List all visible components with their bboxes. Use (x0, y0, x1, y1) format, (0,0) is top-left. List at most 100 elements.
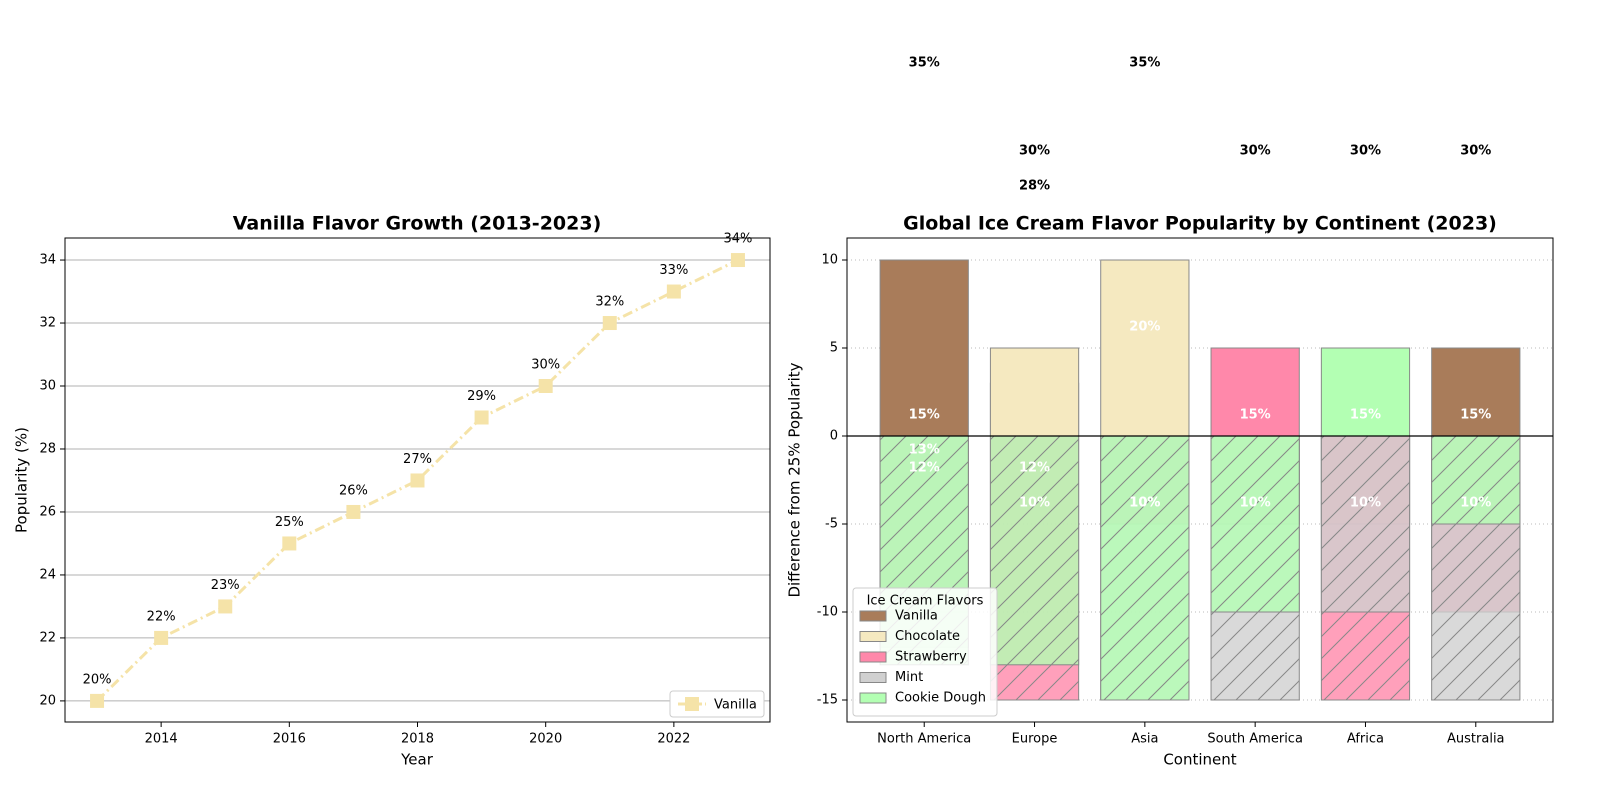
data-point (282, 536, 297, 551)
data-label: 29% (467, 389, 496, 404)
y-tick-label: 10 (821, 253, 838, 268)
bar (989, 347, 1080, 437)
data-point (346, 504, 361, 519)
y-tick-label: 20 (39, 693, 56, 708)
data-label: 30% (1019, 144, 1050, 159)
y-tick-label: 5 (830, 341, 838, 356)
x-tick-label: 2020 (529, 732, 562, 747)
data-label: 10% (1129, 496, 1160, 511)
data-label: 23% (211, 578, 240, 593)
y-tick-label: -10 (817, 605, 838, 620)
data-label: 15% (1350, 408, 1381, 423)
data-label: 25% (1019, 232, 1050, 247)
data-label: 12% (909, 460, 940, 475)
data-label: 32% (595, 295, 624, 310)
data-label: 20% (1129, 320, 1160, 335)
data-label: 30% (1350, 144, 1381, 159)
x-tick-label: 2018 (401, 732, 434, 747)
bar-hatch (1321, 436, 1410, 612)
chart-title: Vanilla Flavor Growth (2013-2023) (233, 213, 602, 235)
x-tick-label: 2014 (145, 732, 178, 747)
axes-frame (846, 237, 1554, 723)
data-label: 20% (1240, 320, 1271, 335)
data-label: 10% (1129, 496, 1160, 511)
y-tick-label: 30 (39, 379, 56, 394)
legend-swatch (859, 651, 887, 663)
legend-label: Vanilla (895, 609, 938, 624)
bar (1320, 347, 1411, 437)
x-tick-label: Australia (1447, 732, 1505, 747)
x-tick-label: Africa (1347, 732, 1384, 747)
x-tick-label: South America (1207, 732, 1303, 747)
data-label: 25% (909, 232, 940, 247)
data-label: 25% (1240, 232, 1271, 247)
data-label: 25% (1460, 232, 1491, 247)
data-label: 30% (1460, 144, 1491, 159)
y-tick-label: 32 (39, 316, 56, 331)
y-tick-label: 34 (39, 253, 56, 268)
data-label: 30% (1240, 144, 1271, 159)
data-point (730, 253, 745, 268)
x-tick-label: 2016 (273, 732, 306, 747)
y-tick-label: -15 (817, 693, 838, 708)
data-label: 20% (1350, 320, 1381, 335)
bar-hatch (1100, 436, 1189, 700)
y-tick-label: 0 (830, 429, 838, 444)
legend-title: Ice Cream Flavors (867, 594, 984, 609)
legend-label: Chocolate (895, 629, 960, 644)
data-label: 15% (1240, 408, 1271, 423)
x-axis-label: Year (400, 751, 434, 769)
x-axis-label: Continent (1163, 751, 1236, 769)
data-label: 13% (909, 443, 940, 458)
data-label: 28% (1019, 179, 1050, 194)
data-label: 34% (724, 232, 753, 247)
bar-hatch (1211, 436, 1300, 612)
data-label: 26% (339, 483, 368, 498)
x-tick-label: North America (877, 732, 971, 747)
data-label: 10% (1240, 496, 1271, 511)
data-label: 10% (1019, 496, 1050, 511)
data-point (474, 410, 489, 425)
data-label: 25% (1129, 232, 1160, 247)
legend-label: Strawberry (895, 650, 967, 665)
axes-frame (64, 237, 771, 723)
data-point (90, 693, 105, 708)
data-label: 33% (659, 263, 688, 278)
bar-hatch (990, 436, 1079, 665)
y-tick-label: 26 (39, 504, 56, 519)
y-axis-label: Popularity (%) (13, 427, 31, 533)
data-label: 20% (1460, 320, 1491, 335)
data-point (602, 316, 617, 331)
y-tick-label: 28 (39, 441, 56, 456)
data-label: 10% (1460, 496, 1491, 511)
data-line (95, 258, 739, 702)
data-label: 15% (1460, 408, 1491, 423)
legend-box (852, 587, 998, 717)
y-tick-label: 22 (39, 630, 56, 645)
chart-title: Global Ice Cream Flavor Popularity by Co… (903, 213, 1497, 235)
legend-swatch (859, 672, 887, 683)
legend-swatch (859, 631, 887, 642)
data-label: 20% (83, 672, 112, 687)
data-point (218, 599, 233, 614)
bar (1431, 347, 1521, 437)
x-tick-label: Asia (1131, 732, 1158, 747)
data-point (410, 473, 425, 488)
legend-label: Vanilla (714, 698, 757, 713)
bar (1100, 259, 1190, 437)
data-point (538, 379, 553, 394)
legend-label: Cookie Dough (895, 691, 986, 706)
legend-marker (685, 697, 699, 711)
data-label: 10% (1350, 496, 1381, 511)
y-tick-label: -5 (825, 517, 838, 532)
y-axis-label: Difference from 25% Popularity (786, 362, 804, 597)
data-point (154, 630, 169, 645)
y-tick-label: 24 (39, 567, 56, 582)
data-label: 35% (909, 56, 940, 71)
data-label: 22% (147, 609, 176, 624)
x-tick-label: Europe (1012, 732, 1058, 747)
legend-label: Mint (895, 670, 923, 685)
data-label: 25% (275, 515, 304, 530)
